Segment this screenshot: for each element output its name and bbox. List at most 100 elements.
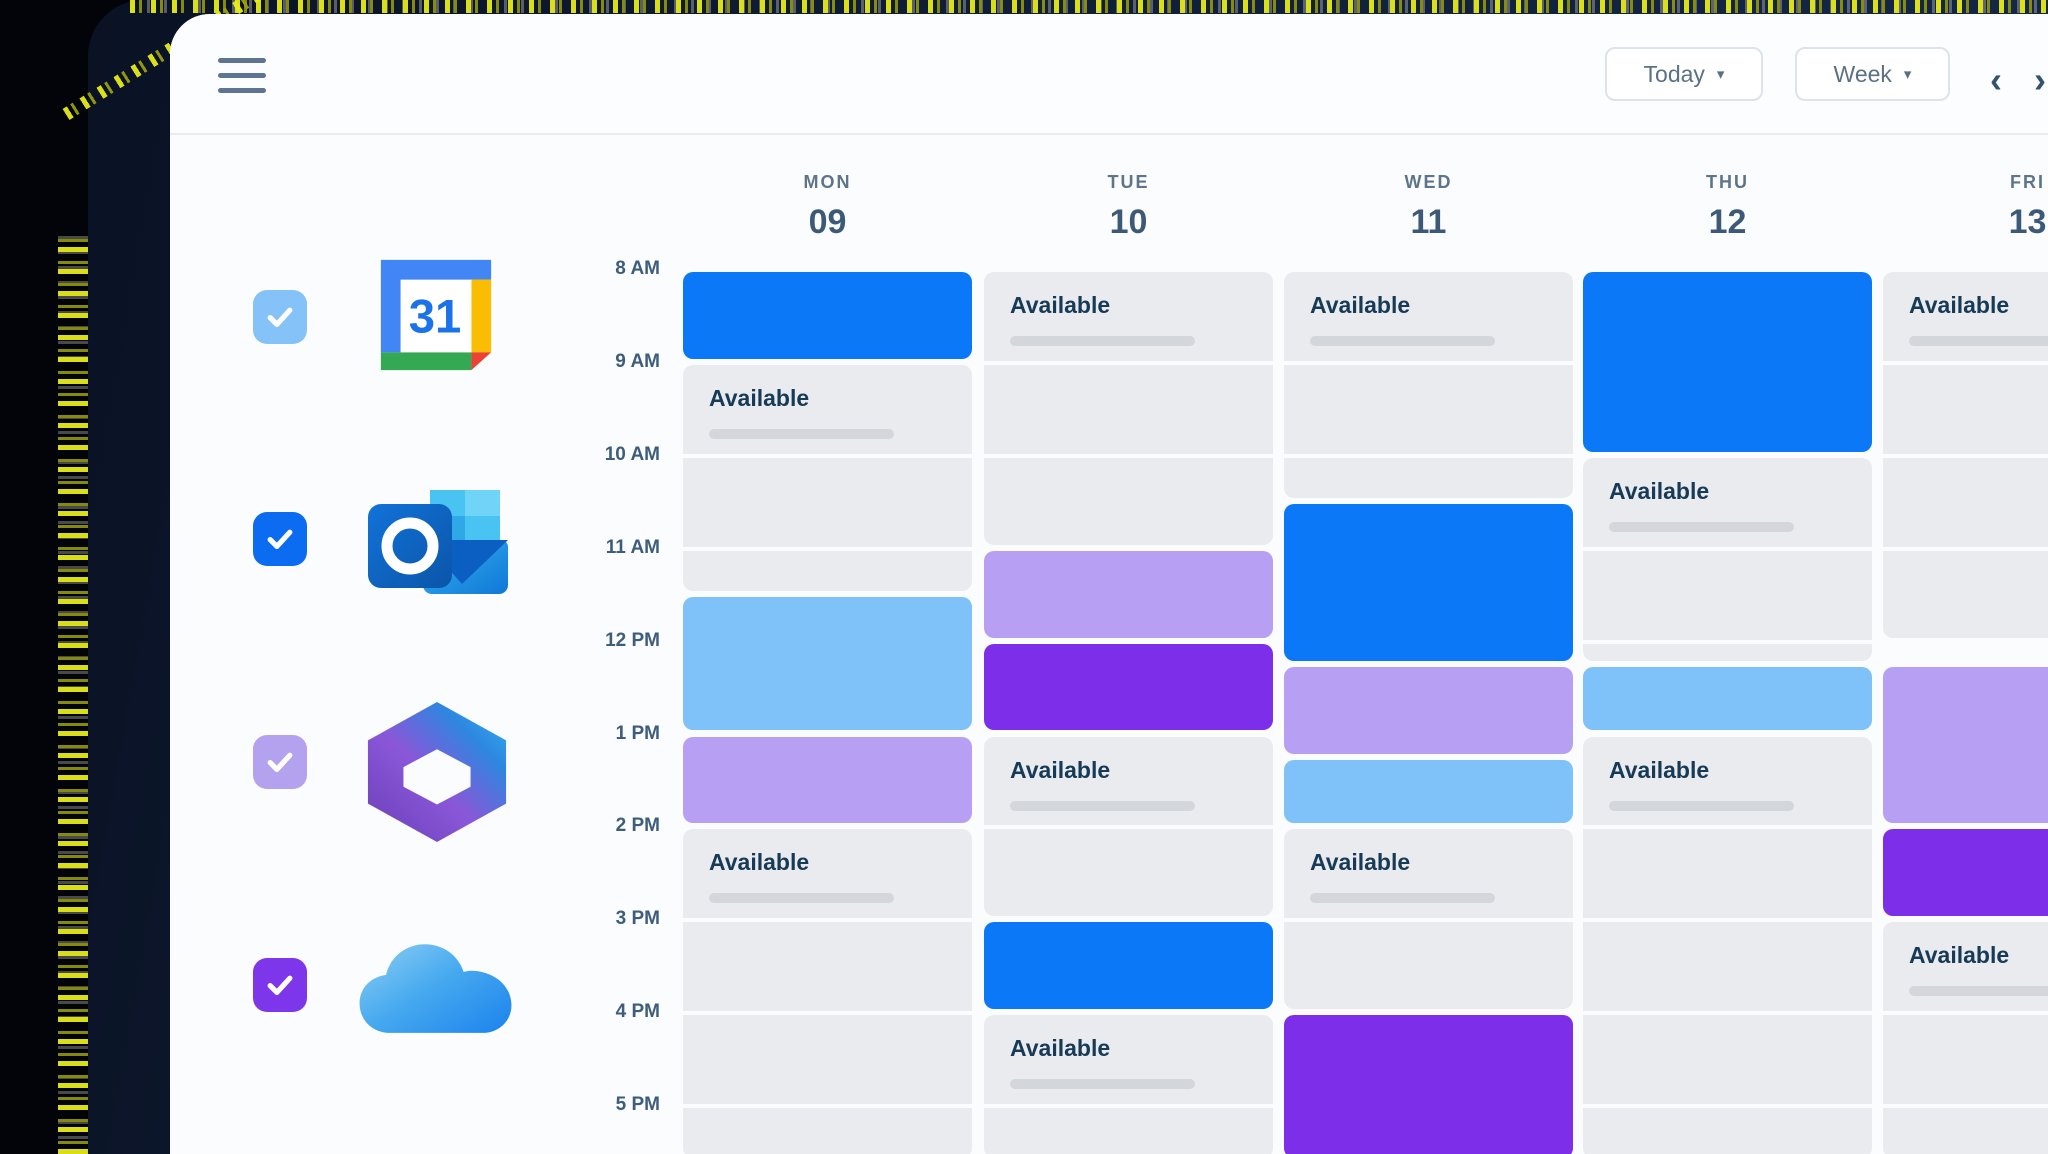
calendar-event-blue[interactable] bbox=[1583, 272, 1872, 452]
hour-gridline bbox=[683, 546, 972, 551]
left-noise-strip bbox=[58, 235, 88, 1154]
svg-text:31: 31 bbox=[409, 291, 462, 344]
available-label-group: Available bbox=[1909, 942, 2048, 997]
calendar-event-blue[interactable] bbox=[1284, 504, 1573, 661]
calendar-event-lavender[interactable] bbox=[1883, 666, 2048, 824]
calendar-event-lightblue[interactable] bbox=[1583, 666, 1872, 731]
icloud-checkbox[interactable] bbox=[253, 958, 307, 1012]
day-date: 10 bbox=[1109, 203, 1148, 241]
calendar-event-lavender[interactable] bbox=[1284, 666, 1573, 754]
available-label: Available bbox=[1909, 292, 2010, 318]
calendar-event-blue[interactable] bbox=[984, 922, 1273, 1010]
available-slot[interactable]: Available bbox=[1284, 272, 1573, 499]
calendar-event-lightblue[interactable] bbox=[1284, 759, 1573, 824]
calendar-app-window: Today ▾ Week ▾ ‹ › bbox=[170, 14, 2048, 1154]
available-label: Available bbox=[1609, 756, 1710, 783]
available-placeholder-line bbox=[1010, 800, 1195, 811]
time-label: 8 AM bbox=[615, 258, 660, 279]
available-slot[interactable]: Available bbox=[1883, 272, 2048, 638]
day-date: 11 bbox=[1410, 203, 1447, 241]
hour-gridline bbox=[1583, 825, 1872, 830]
available-label-group: Available bbox=[1310, 849, 1547, 904]
available-slot[interactable]: Available bbox=[683, 364, 972, 592]
calendar-event-purple[interactable] bbox=[1284, 1015, 1573, 1154]
time-label: 5 PM bbox=[615, 1094, 660, 1116]
day-date: 12 bbox=[1708, 203, 1747, 241]
hour-gridline bbox=[1883, 1104, 2048, 1109]
calendar-event-lavender[interactable] bbox=[984, 550, 1273, 638]
day-name: WED bbox=[1404, 172, 1453, 192]
calendar-event-lightblue[interactable] bbox=[683, 597, 972, 731]
available-slot[interactable]: Available bbox=[1883, 922, 2048, 1154]
day-header-wed: WED 11 bbox=[1284, 172, 1573, 242]
available-label: Available bbox=[1909, 942, 2010, 969]
today-dropdown-button[interactable]: Today ▾ bbox=[1605, 47, 1763, 101]
calendar-event-purple[interactable] bbox=[984, 643, 1273, 731]
available-slot[interactable]: Available bbox=[984, 736, 1273, 917]
hour-gridline bbox=[1583, 1011, 1872, 1016]
available-label: Available bbox=[1010, 1035, 1111, 1062]
hour-gridline bbox=[984, 453, 1273, 458]
hour-gridline bbox=[1883, 546, 2048, 551]
microsoft-365-checkbox[interactable] bbox=[253, 735, 307, 789]
microsoft-365-icon bbox=[367, 701, 507, 843]
available-label-group: Available bbox=[1010, 757, 1247, 811]
available-slot[interactable]: Available bbox=[1284, 829, 1573, 1010]
icloud-icon bbox=[359, 944, 512, 1033]
outlook-icon bbox=[368, 490, 508, 594]
available-label: Available bbox=[1609, 477, 1710, 504]
week-label: Week bbox=[1833, 60, 1892, 87]
menu-bar bbox=[218, 73, 266, 78]
google-calendar-checkbox[interactable] bbox=[253, 290, 307, 344]
available-placeholder-line bbox=[709, 428, 894, 439]
day-name: TUE bbox=[1107, 172, 1150, 192]
menu-button[interactable] bbox=[218, 58, 268, 94]
available-label-group: Available bbox=[709, 849, 946, 904]
hour-gridline bbox=[1583, 1104, 1872, 1109]
available-slot[interactable]: Available bbox=[683, 829, 972, 1154]
available-slot[interactable]: Available bbox=[1583, 736, 1872, 1154]
available-slot[interactable]: Available bbox=[1583, 457, 1872, 661]
top-noise-strip bbox=[130, 0, 2048, 13]
available-placeholder-line bbox=[1909, 986, 2048, 997]
checkmark-icon bbox=[267, 529, 293, 549]
week-dropdown-button[interactable]: Week ▾ bbox=[1795, 47, 1950, 101]
day-column-wed: Available Available bbox=[1284, 269, 1573, 1154]
google-calendar-icon: 31 bbox=[380, 259, 492, 371]
available-placeholder-line bbox=[1010, 336, 1195, 346]
topbar: Today ▾ Week ▾ ‹ › bbox=[170, 14, 2048, 135]
hour-gridline bbox=[1883, 453, 2048, 458]
menu-bar bbox=[218, 88, 266, 93]
hour-gridline bbox=[683, 918, 972, 923]
hour-gridline bbox=[1583, 639, 1872, 644]
time-label: 3 PM bbox=[615, 908, 660, 930]
time-label: 12 PM bbox=[605, 629, 660, 651]
available-placeholder-line bbox=[709, 893, 894, 904]
available-placeholder-line bbox=[1909, 336, 2048, 346]
time-label: 11 AM bbox=[605, 536, 660, 558]
available-slot[interactable]: Available bbox=[984, 272, 1273, 545]
available-label-group: Available bbox=[1609, 478, 1846, 532]
checkmark-icon bbox=[267, 307, 293, 327]
time-label: 4 PM bbox=[615, 1001, 660, 1023]
today-label: Today bbox=[1643, 60, 1705, 87]
available-slot[interactable]: Available bbox=[984, 1015, 1273, 1154]
calendar-event-blue[interactable] bbox=[683, 272, 972, 359]
hour-gridline bbox=[984, 1104, 1273, 1109]
time-label: 10 AM bbox=[604, 443, 660, 465]
hour-gridline bbox=[683, 1011, 972, 1016]
day-date: 09 bbox=[808, 203, 847, 241]
available-label: Available bbox=[1310, 292, 1411, 318]
next-week-button[interactable]: › bbox=[2034, 59, 2046, 100]
calendar-event-lavender[interactable] bbox=[683, 736, 972, 824]
available-label-group: Available bbox=[1609, 757, 1846, 811]
previous-week-button[interactable]: ‹ bbox=[1990, 59, 2002, 100]
outlook-checkbox[interactable] bbox=[253, 512, 307, 566]
available-label-group: Available bbox=[1010, 292, 1247, 346]
available-label: Available bbox=[1010, 756, 1111, 783]
day-header-mon: MON 09 bbox=[683, 172, 972, 242]
day-column-thu: Available Available bbox=[1583, 269, 1872, 1154]
hour-gridline bbox=[1284, 360, 1573, 365]
day-name: THU bbox=[1706, 172, 1749, 192]
calendar-event-purple[interactable] bbox=[1883, 829, 2048, 917]
